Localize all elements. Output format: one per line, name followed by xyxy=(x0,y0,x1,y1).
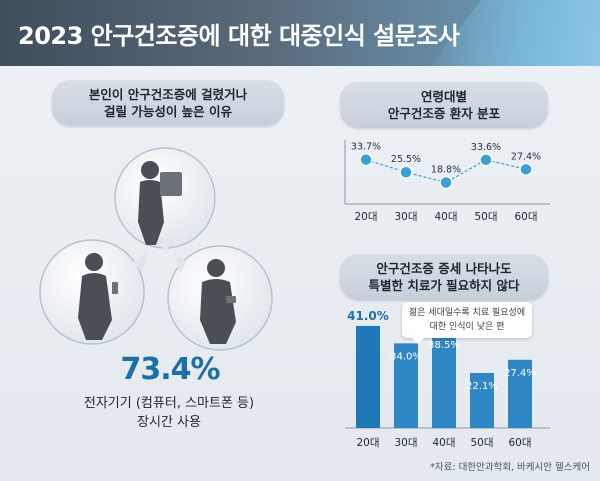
line-x-tick: 30대 xyxy=(394,211,417,223)
bar-data-label: 27.4% xyxy=(504,368,536,379)
bar-x-tick: 60대 xyxy=(508,437,531,449)
right-top-heading-pill: 연령대별 안구건조증 환자 분포 xyxy=(340,82,548,128)
left-desc-line2: 장시간 사용 xyxy=(137,415,201,430)
line-point xyxy=(399,165,413,179)
bar xyxy=(394,343,418,428)
person-phone-icon-left xyxy=(78,253,118,340)
line-data-label: 18.8% xyxy=(431,165,461,176)
header-banner: 2023 안구건조증에 대한 대중인식 설문조사 xyxy=(0,0,600,66)
line-point xyxy=(439,175,453,190)
left-desc-line1: 전자기기 (컴퓨터, 스마트폰 등) xyxy=(83,396,255,411)
line-series xyxy=(365,159,527,184)
line-data-label: 33.7% xyxy=(351,142,381,153)
line-chart: 33.7% 20대 25.5% 30대 18.8% 40대 33.6% 50대 27.4% 60대 xyxy=(344,140,550,223)
line-point xyxy=(359,152,373,167)
line-point xyxy=(479,153,493,167)
bar-data-label: 34.0% xyxy=(390,351,422,362)
line-x-tick: 40대 xyxy=(434,211,457,223)
right-top-heading-line1: 연령대별 xyxy=(420,89,467,104)
line-point xyxy=(519,162,533,177)
line-x-tick: 50대 xyxy=(474,211,497,223)
right-top-heading-line2: 안구건조증 환자 분포 xyxy=(387,106,501,121)
line-x-tick: 60대 xyxy=(514,211,537,223)
right-bottom-heading-line2: 특별한 치료가 필요하지 않다 xyxy=(368,278,520,293)
right-bottom-heading-pill: 안구건조증 증세 나타나도 특별한 치료가 필요하지 않다 xyxy=(340,254,548,300)
bar-x-tick: 30대 xyxy=(394,437,417,449)
bar xyxy=(508,359,532,428)
left-heading-line2: 걸릴 가능성이 높은 이유 xyxy=(103,104,233,119)
callout-line2: 대한 인식이 낮은 편 xyxy=(429,322,505,332)
left-heading-line1: 본인이 안구건조증에 걸렸거나 xyxy=(88,87,248,102)
source-note: *자료: 대한안과학회, 바케시안 헬스케어 xyxy=(430,462,590,473)
person-tablet-bubble xyxy=(114,147,216,252)
bar-x-tick: 40대 xyxy=(432,437,455,449)
bar xyxy=(470,372,494,428)
person-phone-bubble-right xyxy=(167,245,273,351)
person-tablet-icon xyxy=(138,161,182,245)
bar xyxy=(432,332,456,428)
line-x-tick: 20대 xyxy=(354,211,377,223)
bar xyxy=(356,325,380,428)
bar-data-label: 38.5% xyxy=(428,340,460,351)
line-data-label: 33.6% xyxy=(471,142,501,153)
callout-line1: 젊은 세대일수록 치료 필요성에 xyxy=(408,308,526,318)
page-title: 2023 안구건조증에 대한 대중인식 설문조사 xyxy=(18,22,460,50)
callout-note: 젊은 세대일수록 치료 필요성에 대한 인식이 낮은 편 xyxy=(402,302,532,344)
right-bottom-heading-line1: 안구건조증 증세 나타나도 xyxy=(376,261,512,276)
bar-data-label: 22.1% xyxy=(466,381,498,392)
line-data-label: 27.4% xyxy=(511,151,541,162)
bar-x-tick: 50대 xyxy=(470,437,493,449)
person-phone-bubble-left xyxy=(39,239,148,345)
left-big-stat: 73.4% xyxy=(120,352,220,387)
bar-x-tick: 20대 xyxy=(356,437,379,449)
left-stat-description: 전자기기 (컴퓨터, 스마트폰 등) 장시간 사용 xyxy=(40,394,298,432)
person-phone-icon-right xyxy=(200,259,236,344)
bar-data-label: 41.0% xyxy=(347,309,389,323)
left-heading-pill: 본인이 안구건조증에 걸렸거나 걸릴 가능성이 높은 이유 xyxy=(52,80,284,126)
line-data-label: 25.5% xyxy=(391,154,421,165)
bar-chart: 41.0% 20대 34.0% 30대 38.5% 40대 22.1% 50대 27.4% 60대 xyxy=(345,309,550,449)
